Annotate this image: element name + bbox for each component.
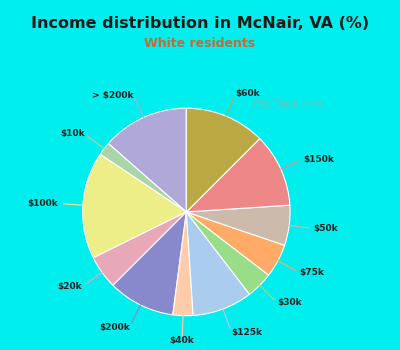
Wedge shape xyxy=(83,154,186,258)
Text: $20k: $20k xyxy=(58,282,82,291)
Text: Income distribution in McNair, VA (%): Income distribution in McNair, VA (%) xyxy=(31,16,369,31)
Text: $50k: $50k xyxy=(314,224,338,233)
Text: $125k: $125k xyxy=(232,328,262,337)
Text: $200k: $200k xyxy=(99,323,130,331)
Wedge shape xyxy=(186,212,284,275)
Wedge shape xyxy=(113,212,186,315)
Wedge shape xyxy=(186,212,250,315)
Text: City-Data.com: City-Data.com xyxy=(252,100,322,111)
Text: White residents: White residents xyxy=(144,37,256,50)
Text: $60k: $60k xyxy=(236,89,260,98)
Wedge shape xyxy=(173,212,193,316)
Text: $75k: $75k xyxy=(300,268,324,277)
Wedge shape xyxy=(186,205,290,245)
Text: $10k: $10k xyxy=(60,130,84,138)
Wedge shape xyxy=(93,212,186,285)
Text: > $200k: > $200k xyxy=(92,91,133,100)
Wedge shape xyxy=(108,108,186,212)
Text: $30k: $30k xyxy=(277,298,302,307)
Wedge shape xyxy=(186,139,290,212)
Wedge shape xyxy=(186,212,269,294)
Text: $100k: $100k xyxy=(28,199,58,208)
Wedge shape xyxy=(186,108,260,212)
Text: $40k: $40k xyxy=(170,336,194,345)
Wedge shape xyxy=(100,144,186,212)
Text: $150k: $150k xyxy=(303,154,334,163)
